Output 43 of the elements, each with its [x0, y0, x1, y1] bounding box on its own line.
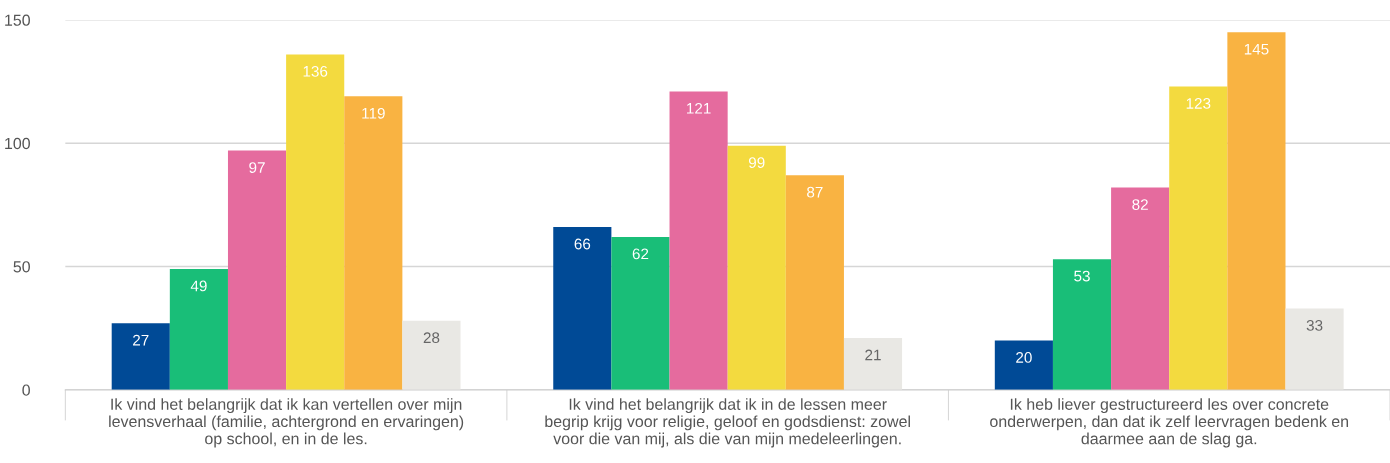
- data-label: 66: [574, 238, 591, 250]
- bar: [785, 175, 844, 390]
- data-label: 20: [1016, 352, 1032, 363]
- data-label: 28: [423, 332, 440, 344]
- data-label: 62: [632, 248, 649, 260]
- bar: [843, 338, 903, 390]
- data-label: 53: [1074, 270, 1090, 282]
- y-tick-label: 0: [22, 384, 30, 396]
- bar: [286, 54, 345, 390]
- data-label: 82: [1132, 199, 1148, 210]
- data-label: 97: [249, 162, 265, 173]
- bar: [111, 323, 170, 390]
- bar: [994, 340, 1053, 390]
- bar: [1111, 187, 1170, 390]
- bar: [169, 269, 228, 390]
- data-label: 21: [865, 349, 881, 361]
- bar: [727, 145, 786, 390]
- data-label: 27: [133, 334, 149, 346]
- data-label: 33: [1306, 319, 1323, 331]
- data-label: 123: [1186, 98, 1211, 109]
- x-tick-label: Ik vind het belangrijk dat ik kan vertellen over mijn levensverhaal (familie, achtergrond en ervaringen) op school, en in de les.: [109, 398, 464, 448]
- bar: [1052, 259, 1112, 390]
- data-label: 136: [303, 65, 328, 77]
- bar: [1169, 86, 1228, 390]
- bar: [344, 96, 403, 390]
- x-tick-label: Ik vind het belangrijk dat ik in de lessen meer begrip krijg voor religie, geloof en godsdienst: zowel voor die van mij, als die van mijn medeleerlingen.: [545, 398, 910, 448]
- y-tick-label: 150: [5, 14, 30, 26]
- data-label: 49: [190, 280, 207, 292]
- data-label: 87: [807, 186, 823, 198]
- bar: [1285, 308, 1344, 390]
- y-tick-label: 100: [5, 137, 30, 150]
- x-tick-label: Ik heb liever gestructureerd les over concrete onderwerpen, dan dat ik zelf leervragen bedenk en daarmee aan de slag ga.: [990, 398, 1349, 448]
- data-label: 99: [748, 157, 765, 169]
- bar: [1227, 32, 1286, 390]
- bar: [402, 320, 461, 390]
- y-tick-label: 50: [13, 261, 30, 273]
- data-label: 145: [1244, 43, 1269, 55]
- bar: [227, 150, 287, 390]
- data-label: 121: [687, 102, 711, 114]
- bar: [669, 91, 728, 390]
- data-label: 119: [362, 107, 385, 119]
- bar: [611, 236, 670, 390]
- bar: [553, 227, 612, 390]
